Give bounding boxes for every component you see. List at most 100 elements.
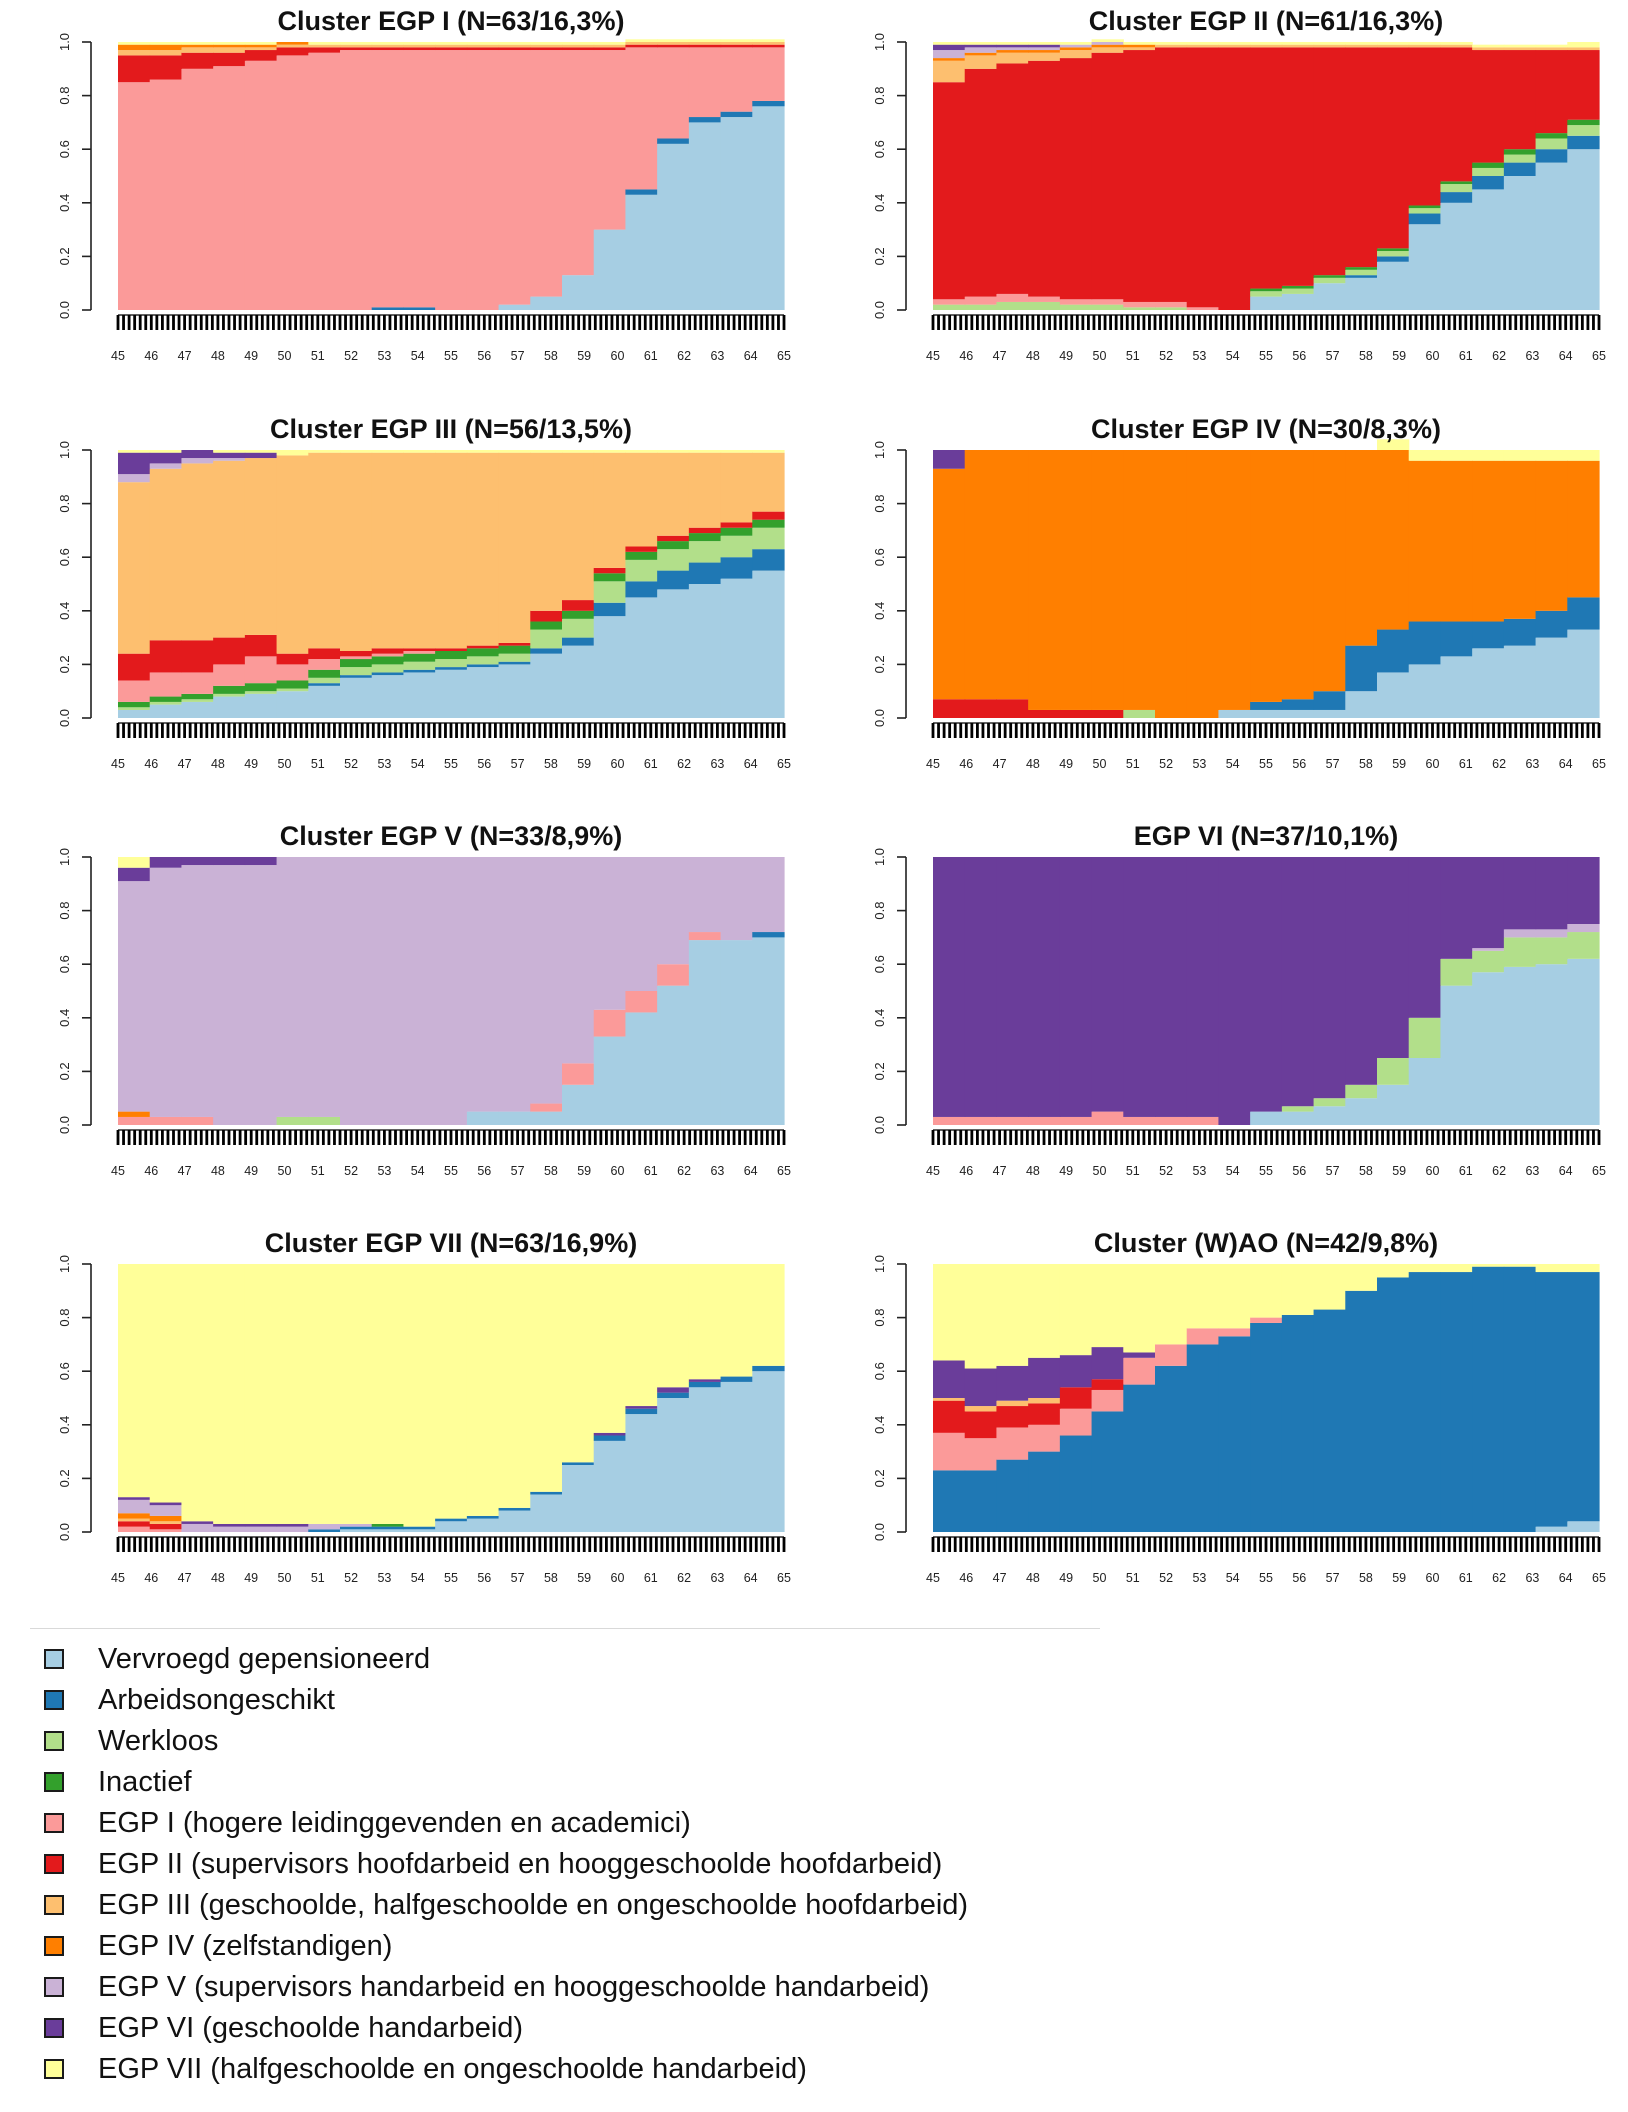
x-tick-label: 54 bbox=[1226, 757, 1240, 771]
state-segment bbox=[435, 450, 468, 453]
state-segment bbox=[720, 47, 753, 112]
state-segment bbox=[996, 1427, 1029, 1460]
state-segment bbox=[752, 1264, 785, 1366]
state-segment bbox=[933, 1398, 966, 1401]
state-segment bbox=[1345, 1084, 1378, 1099]
legend-label: EGP II (supervisors hoofdarbeid en hoogg… bbox=[98, 1847, 943, 1880]
state-segment bbox=[562, 42, 595, 45]
state-segment bbox=[752, 39, 785, 42]
state-segment bbox=[964, 304, 998, 310]
state-segment bbox=[625, 189, 658, 195]
state-segment bbox=[1123, 1357, 1156, 1385]
state-segment bbox=[1377, 439, 1410, 450]
state-segment bbox=[657, 857, 690, 965]
state-segment bbox=[593, 1435, 627, 1441]
x-tick-label: 62 bbox=[677, 349, 691, 363]
x-tick-label: 54 bbox=[1226, 1164, 1240, 1178]
state-segment bbox=[964, 42, 998, 45]
state-segment bbox=[308, 47, 341, 53]
state-segment bbox=[1503, 1266, 1537, 1532]
state-segment bbox=[1250, 42, 1283, 45]
state-segment bbox=[466, 47, 500, 51]
state-segment bbox=[118, 707, 151, 710]
state-segment bbox=[435, 648, 468, 651]
state-segment bbox=[752, 549, 785, 571]
legend-item-egp-ii: EGP II (supervisors hoofdarbeid en hoogg… bbox=[44, 1844, 942, 1884]
state-segment bbox=[403, 47, 436, 51]
x-tick-label: 63 bbox=[1525, 1571, 1539, 1585]
legend-swatch bbox=[44, 1690, 64, 1710]
state-segment bbox=[657, 39, 690, 42]
state-segment bbox=[1186, 857, 1220, 1117]
state-segment bbox=[1472, 189, 1505, 310]
x-tick-label: 61 bbox=[1459, 1571, 1473, 1585]
legend-item-vervroegd-gepensioneerd: Vervroegd gepensioneerd bbox=[44, 1639, 430, 1679]
x-tick-label: 58 bbox=[544, 757, 558, 771]
x-tick-label: 52 bbox=[344, 1164, 358, 1178]
state-segment bbox=[593, 1440, 627, 1532]
state-segment bbox=[688, 39, 722, 42]
state-segment bbox=[530, 42, 563, 45]
state-segment bbox=[466, 645, 500, 649]
chart-title: EGP VI (N=37/10,1%) bbox=[1134, 821, 1398, 851]
x-tick-label: 57 bbox=[1326, 1164, 1340, 1178]
state-segment bbox=[118, 50, 151, 56]
state-segment bbox=[403, 452, 436, 649]
x-tick-label: 64 bbox=[744, 349, 758, 363]
state-segment bbox=[181, 450, 214, 459]
state-segment bbox=[1281, 857, 1315, 1107]
state-segment bbox=[657, 985, 690, 1125]
state-segment bbox=[340, 50, 373, 310]
state-segment bbox=[1155, 47, 1188, 302]
x-tick-label: 65 bbox=[777, 1164, 791, 1178]
state-segment bbox=[213, 66, 246, 311]
x-tick-label: 63 bbox=[710, 1164, 724, 1178]
x-tick-label: 64 bbox=[744, 1571, 758, 1585]
state-segment bbox=[593, 581, 627, 603]
state-segment bbox=[530, 1103, 563, 1112]
state-segment bbox=[933, 857, 966, 1117]
x-tick-label: 47 bbox=[993, 757, 1007, 771]
state-segment bbox=[435, 1521, 468, 1532]
state-segment bbox=[562, 637, 595, 646]
x-tick-label: 49 bbox=[1059, 1571, 1073, 1585]
y-tick-label: 1.0 bbox=[872, 441, 887, 459]
state-segment bbox=[752, 932, 785, 938]
state-segment bbox=[562, 450, 595, 453]
state-segment bbox=[688, 44, 722, 48]
state-segment bbox=[1440, 985, 1473, 1125]
state-segment bbox=[498, 42, 531, 45]
state-segment bbox=[149, 857, 183, 868]
x-tick-label: 61 bbox=[644, 1571, 658, 1585]
state-segment bbox=[276, 42, 309, 45]
state-segment bbox=[244, 42, 278, 45]
state-segment bbox=[371, 44, 405, 48]
state-segment bbox=[466, 1518, 500, 1532]
state-segment bbox=[1281, 44, 1315, 48]
x-tick-label: 62 bbox=[677, 1571, 691, 1585]
state-segment bbox=[530, 621, 563, 630]
state-segment bbox=[562, 50, 595, 276]
state-segment bbox=[149, 704, 183, 718]
legend-label: EGP IV (zelfstandigen) bbox=[98, 1929, 393, 1962]
x-tick-label: 60 bbox=[1426, 349, 1440, 363]
state-segment bbox=[1281, 1264, 1315, 1315]
state-segment bbox=[371, 47, 405, 51]
x-tick-label: 59 bbox=[1392, 349, 1406, 363]
state-segment bbox=[1313, 1264, 1346, 1310]
state-segment bbox=[1472, 950, 1505, 973]
state-segment bbox=[933, 1400, 966, 1433]
x-tick-label: 64 bbox=[1559, 757, 1573, 771]
state-segment bbox=[1567, 125, 1600, 136]
x-tick-label: 51 bbox=[1126, 757, 1140, 771]
x-tick-label: 51 bbox=[1126, 349, 1140, 363]
state-segment bbox=[149, 50, 183, 56]
state-segment bbox=[244, 47, 278, 51]
state-segment bbox=[1313, 283, 1346, 310]
state-segment bbox=[625, 546, 658, 552]
state-segment bbox=[1567, 460, 1600, 598]
state-segment bbox=[625, 581, 658, 598]
state-segment bbox=[1377, 261, 1410, 310]
state-segment bbox=[562, 275, 595, 310]
y-tick-label: 0.6 bbox=[872, 548, 887, 566]
